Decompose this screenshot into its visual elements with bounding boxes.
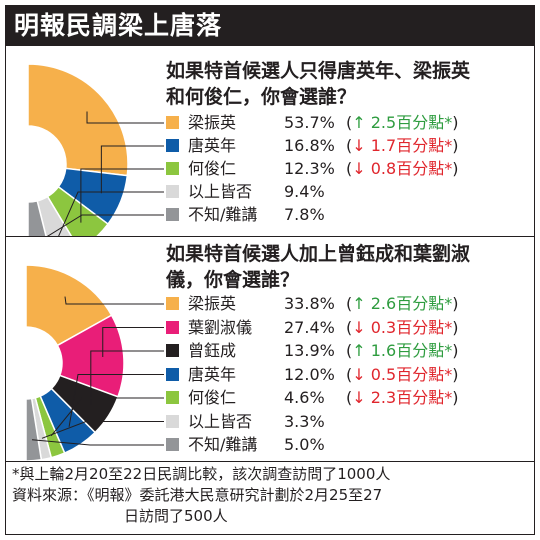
legend-value: 7.8%	[284, 205, 325, 224]
legend-value: 12.0%	[284, 364, 335, 384]
legend-swatch	[166, 116, 179, 129]
question-1-line2: 和何俊仁，你會選誰？	[166, 86, 357, 108]
question-1-line1: 如果特首候選人只得唐英年、梁振英	[166, 60, 471, 82]
question-1: 如果特首候選人只得唐英年、梁振英 和何俊仁，你會選誰？	[166, 58, 531, 110]
legend-label: 何俊仁	[188, 159, 237, 178]
arrow-down-icon: ↓	[352, 388, 366, 407]
legend-change: (↑ 2.6百分點*)	[346, 294, 459, 313]
legend-swatch	[166, 185, 179, 198]
leader-line-1-2	[90, 350, 164, 405]
pie-chart-2	[25, 264, 164, 461]
arrow-down-icon: ↓	[352, 317, 366, 337]
legend-swatch	[166, 414, 179, 428]
legend-change: (↓ 0.5百分點*)	[346, 364, 459, 384]
legend-swatch	[166, 367, 179, 381]
legend-value: 9.4%	[284, 182, 325, 201]
poll-panel-1: 如果特首候選人只得唐英年、梁振英 和何俊仁，你會選誰？ 梁振英 53.7% (↑ 2…	[6, 46, 534, 236]
legend-label: 梁振英	[188, 113, 237, 132]
section-divider	[6, 236, 534, 237]
footnote-divider	[6, 461, 534, 462]
pie-slice-1-0	[25, 264, 113, 347]
legend-value: 53.7%	[284, 113, 335, 132]
legend-value: 5.0%	[284, 435, 325, 454]
arrow-up-icon: ↑	[352, 294, 366, 313]
leader-line-0-3	[58, 191, 164, 236]
footnote-comparison: *與上輪2月20至22日民調比較，該次調查訪問了1000人	[12, 465, 391, 483]
leader-line-0-0	[86, 111, 164, 124]
leader-line-0-2	[80, 168, 164, 223]
leader-line-1-5	[41, 421, 164, 439]
legend-swatch	[166, 208, 179, 221]
legend-value: 12.3%	[284, 159, 335, 178]
pie-slice-0-0	[27, 63, 129, 177]
arrow-down-icon: ↓	[352, 159, 366, 178]
legend-change: (↓ 0.3百分點*)	[346, 317, 459, 337]
arrow-down-icon: ↓	[352, 364, 366, 384]
legend-value: 16.8%	[284, 136, 335, 155]
legend-label: 不知/難講	[188, 435, 258, 454]
pie-slice-1-6	[25, 397, 43, 461]
legend-change: (↓ 0.8百分點*)	[346, 159, 459, 178]
legend-value: 27.4%	[284, 317, 335, 337]
legend-change: (↓ 2.3百分點*)	[346, 388, 459, 407]
infographic-frame: 明報民調梁上唐落 如果特首候選人只得唐英年、梁振英 和何俊仁，你會選誰？ 梁振英…	[5, 5, 535, 535]
footnote: *與上輪2月20至22日民調比較，該次調查訪問了1000人 資料來源：《明報》委…	[12, 464, 532, 527]
leader-line-1-4	[50, 397, 164, 437]
legend-swatch	[166, 320, 179, 334]
legend-label: 何俊仁	[188, 388, 237, 407]
legend-label: 葉劉淑儀	[188, 317, 253, 337]
arrow-down-icon: ↓	[352, 136, 366, 155]
legend-label: 以上皆否	[188, 182, 253, 201]
legend-label: 以上皆否	[188, 411, 253, 431]
legend-change: (↑ 2.5百分點*)	[346, 113, 459, 132]
legend-swatch	[166, 139, 179, 152]
page-title: 明報民調梁上唐落	[6, 6, 534, 46]
question-2: 如果特首候選人加上曾鈺成和葉劉淑 儀，你會選誰？	[166, 241, 531, 293]
leader-line-1-3	[68, 374, 164, 427]
leader-line-1-6	[31, 439, 164, 446]
legend-swatch	[166, 391, 179, 404]
legend-label: 曾鈺成	[188, 341, 237, 360]
leader-line-0-1	[100, 145, 164, 194]
legend-value: 4.6%	[284, 388, 325, 407]
pie-chart-1	[27, 63, 164, 236]
legend-value: 33.8%	[284, 294, 335, 313]
pie-slice-0-4	[27, 199, 47, 236]
arrow-up-icon: ↑	[352, 341, 366, 360]
arrow-up-icon: ↑	[352, 113, 366, 132]
legend-change: (↑ 1.6百分點*)	[346, 341, 459, 360]
question-2-line1: 如果特首候選人加上曾鈺成和葉劉淑	[166, 243, 471, 265]
legend-swatch	[166, 344, 179, 357]
legend-swatch	[166, 162, 179, 175]
legend-label: 唐英年	[188, 136, 237, 155]
leader-line-1-0	[64, 296, 164, 305]
legend-change: (↓ 1.7百分點*)	[346, 136, 459, 155]
legend-value: 13.9%	[284, 341, 335, 360]
question-2-line2: 儀，你會選誰？	[166, 269, 300, 291]
footnote-source: 資料來源：《明報》委託港大民意研究計劃於2月25至27	[12, 486, 383, 504]
leader-line-0-4	[47, 214, 164, 236]
legend-label: 不知/難講	[188, 205, 258, 224]
legend-value: 3.3%	[284, 411, 325, 431]
legend-swatch	[166, 438, 179, 451]
legend-label: 唐英年	[188, 364, 237, 384]
poll-panel-2: 如果特首候選人加上曾鈺成和葉劉淑 儀，你會選誰？ 梁振英 33.8% (↑ 2.6百…	[6, 237, 534, 461]
footnote-source-cont: 日訪問了500人	[124, 507, 228, 525]
legend-swatch	[166, 297, 179, 310]
legend-label: 梁振英	[188, 294, 237, 313]
leader-line-1-1	[102, 327, 164, 357]
